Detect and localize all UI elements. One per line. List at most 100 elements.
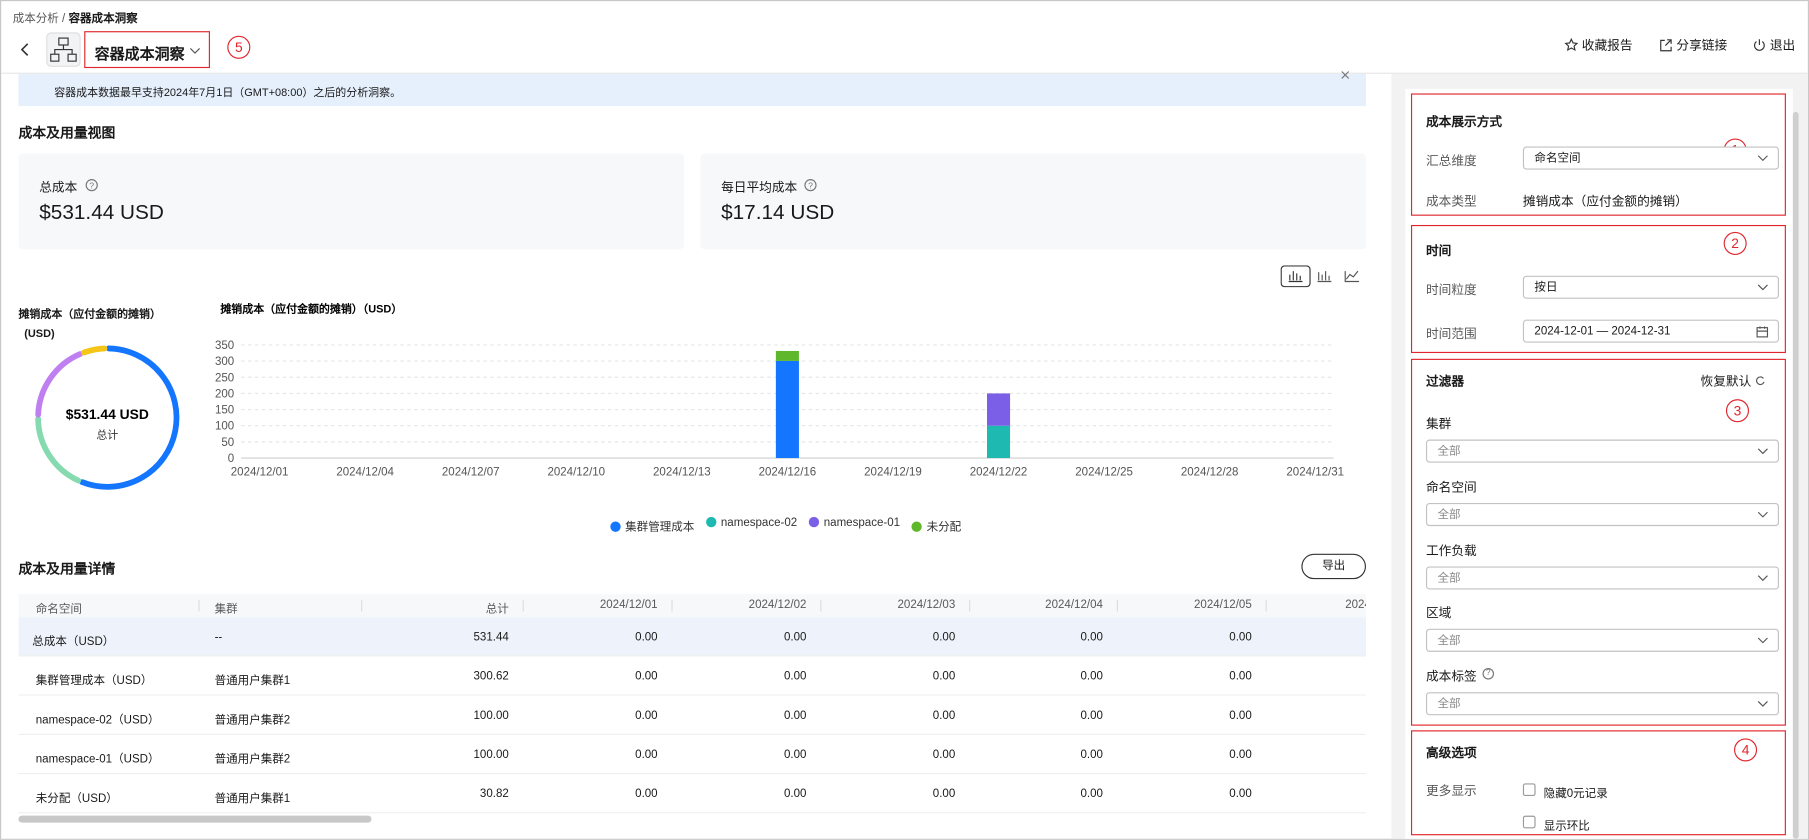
checkbox[interactable]	[1522, 783, 1536, 797]
chevron-path	[1757, 574, 1768, 581]
detail-table: 命名空间 集群 总计 2024/12/01 2024/12/02 2024/12/03 20…	[18, 594, 1366, 814]
scrollbar[interactable]	[18, 815, 372, 823]
action-label: 收藏报告	[1581, 39, 1633, 54]
donut-segment	[79, 345, 180, 490]
select[interactable]: 全部	[1425, 692, 1780, 716]
table-cell: 0.00	[783, 631, 807, 644]
marker: 2	[1723, 231, 1747, 255]
share-icon	[1660, 39, 1672, 52]
export-button[interactable]: 导出	[1301, 553, 1366, 580]
table-cell: 0.00	[932, 670, 956, 683]
x-tick-label: 2024/12/22	[970, 466, 1028, 478]
field-label: 更多显示	[1425, 784, 1477, 799]
section-time	[1410, 224, 1786, 354]
x-tick-label: 2024/12/25	[1075, 466, 1133, 478]
action-exit[interactable]: 退出	[1752, 36, 1795, 54]
action-label: 分享链接	[1676, 39, 1728, 54]
select-value: 按日	[1534, 281, 1558, 295]
notice-banner: 容器成本数据最早支持2024年7月1日（GMT+08:00）之后的分析洞察。	[18, 71, 1366, 107]
select[interactable]: 全部	[1425, 565, 1780, 590]
chevron	[1757, 284, 1768, 291]
table-cell: 普通用户集群1	[214, 674, 291, 688]
help-icon[interactable]: ?	[85, 179, 98, 192]
legend-label: 集群管理成本	[625, 521, 695, 535]
x-tick-label: 2024/12/01	[231, 466, 289, 478]
table-cell: 0.00	[1080, 631, 1103, 644]
select[interactable]: 按日	[1522, 275, 1780, 299]
y-tick-label: 100	[215, 421, 234, 433]
x-tick-label: 2024/12/13	[653, 466, 711, 478]
column-divider	[361, 599, 363, 612]
select[interactable]: 命名空间	[1522, 146, 1780, 170]
table-cell: 0.00	[635, 631, 658, 644]
header-divider	[1, 72, 1808, 74]
field-label: 成本标签	[1425, 670, 1477, 685]
reset-link[interactable]: 恢复默认	[1701, 371, 1766, 389]
y-tick-label: 350	[215, 340, 234, 352]
y-tick-label: 300	[215, 356, 234, 368]
column-header: 2024	[1345, 598, 1366, 612]
breadcrumb-separator: /	[62, 12, 66, 26]
y-tick-label: 150	[215, 405, 234, 417]
select-value: 全部	[1437, 508, 1461, 522]
legend-swatch	[808, 516, 820, 528]
column-header: 集群	[214, 603, 238, 617]
column-header: 总计	[485, 603, 509, 617]
chart-type-switch[interactable]	[1280, 265, 1368, 288]
close-icon[interactable]	[1339, 69, 1351, 81]
table-cell: 0.00	[635, 787, 658, 801]
action-favorite[interactable]: 收藏报告	[1564, 36, 1633, 54]
stat-value: $531.44 USD	[39, 200, 164, 224]
select[interactable]: 全部	[1425, 439, 1780, 463]
breadcrumb-link[interactable]: 成本分析	[12, 12, 59, 26]
back-button[interactable]	[17, 42, 33, 58]
field-label: 集群	[1425, 417, 1452, 432]
checkbox-label: 显示环比	[1543, 820, 1590, 833]
select-value: 命名空间	[1534, 152, 1581, 165]
section-title: 成本展示方式	[1425, 115, 1503, 130]
column-divider	[969, 599, 971, 612]
svg-text:?: ?	[89, 180, 94, 190]
svg-text:?: ?	[808, 180, 813, 190]
column-header: 2024/12/05	[1194, 598, 1252, 612]
chevron	[1757, 701, 1768, 708]
date-range[interactable]: 2024-12-01 — 2024-12-31	[1522, 319, 1780, 343]
select[interactable]: 全部	[1425, 629, 1780, 653]
action-share[interactable]: 分享链接	[1659, 36, 1727, 54]
y-tick-label: 250	[215, 372, 234, 384]
column-divider	[522, 599, 524, 612]
app-icon	[46, 32, 81, 67]
select[interactable]: 全部	[1425, 502, 1780, 526]
field-label: 时间范围	[1425, 327, 1477, 342]
table-cell: 0.00	[783, 670, 807, 683]
table-row	[18, 734, 1366, 775]
field-label: 成本类型	[1425, 194, 1477, 209]
bar-segment	[775, 360, 799, 459]
x-tick-label: 2024/12/16	[759, 466, 817, 478]
table-cell: 0.00	[783, 748, 807, 762]
checkbox[interactable]	[1522, 815, 1536, 829]
select-value: 全部	[1437, 445, 1461, 459]
section-advanced	[1410, 730, 1786, 836]
table-cell: 0.00	[1080, 787, 1103, 801]
chevron	[189, 48, 200, 54]
section-title: 高级选项	[1425, 746, 1477, 761]
table-cell: 0.00	[635, 670, 658, 683]
help-icon[interactable]: ?	[804, 179, 817, 192]
legend: 集群管理成本 namespace-02 namespace-01 未分配	[220, 516, 1351, 534]
chevron	[1757, 155, 1768, 162]
page-title: 容器成本洞察	[94, 44, 185, 63]
y-tick-label: 50	[221, 437, 234, 449]
marker: 4	[1734, 738, 1758, 762]
help-icon[interactable]: ?	[1482, 668, 1495, 680]
table-cell: 0.00	[783, 787, 807, 801]
column-header: 命名空间	[35, 603, 82, 617]
table-cell: 0.00	[1080, 709, 1103, 723]
table-cell: 普通用户集群1	[214, 792, 291, 806]
title-dropdown[interactable]: 容器成本洞察	[84, 31, 210, 69]
sidebar-scrollbar[interactable]	[1792, 111, 1799, 839]
legend-item: 集群管理成本	[610, 517, 694, 534]
table-cell: 0.00	[1229, 787, 1252, 801]
power-icon	[1754, 39, 1765, 51]
